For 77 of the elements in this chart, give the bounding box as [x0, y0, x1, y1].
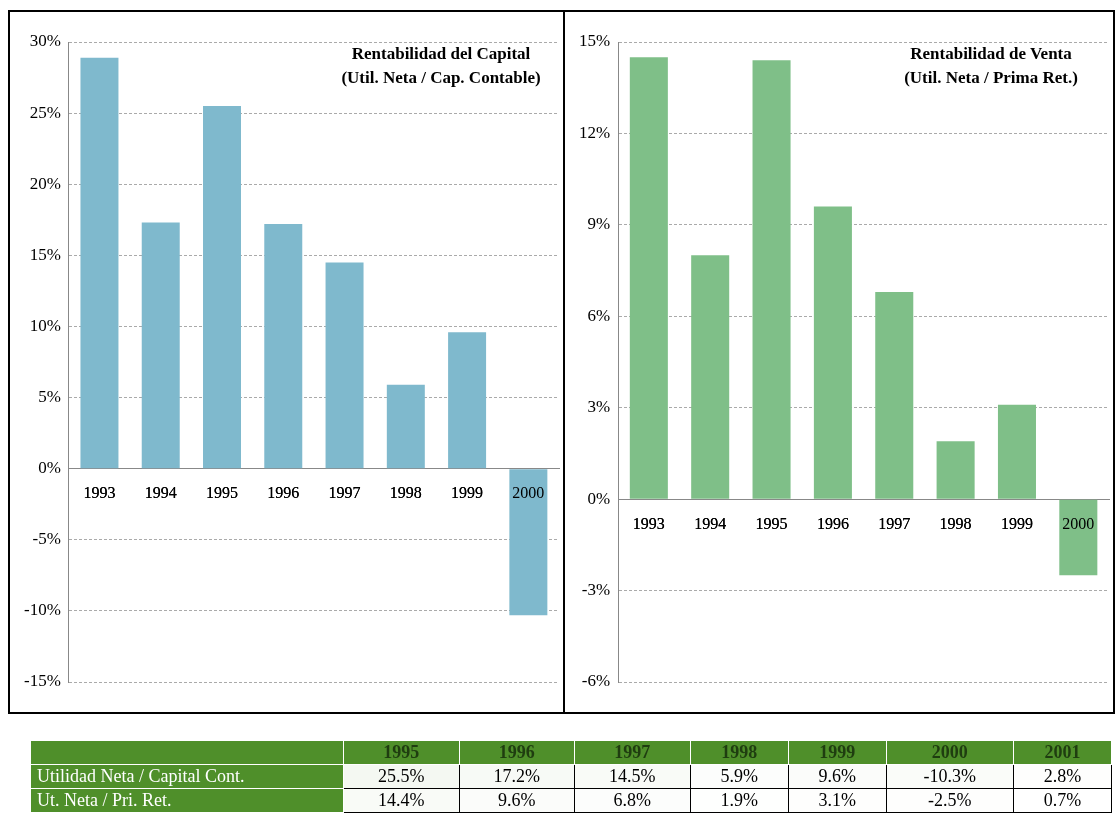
bar — [997, 404, 1036, 499]
data-label: -10.3% — [886, 764, 1014, 789]
y-tick-label: 6% — [587, 305, 611, 325]
y-tick-label: 0% — [38, 458, 61, 478]
y-tick-label: 0% — [587, 488, 611, 508]
x-tick-label: 1998 — [389, 484, 422, 502]
x-tick-label: 1998 — [939, 514, 972, 532]
x-tick-label: 1997 — [328, 484, 361, 502]
x-tick-label: 1997 — [878, 514, 911, 532]
data-label: 0.7% — [1013, 788, 1112, 813]
x-tick-label: 1995 — [755, 514, 788, 532]
y-tick-label: Ut. Neta / Pri. Ret. — [30, 788, 344, 813]
chart-title: Rentabilidad del Capital — [351, 43, 531, 63]
bar — [813, 206, 852, 499]
bar — [509, 469, 548, 616]
bar — [936, 441, 975, 499]
bar — [448, 332, 487, 469]
bar — [80, 57, 119, 469]
y-tick-label: 25% — [29, 102, 61, 122]
x-tick-label: 1994 — [694, 514, 727, 532]
data-label: 25.5% — [343, 764, 460, 789]
bar — [141, 222, 180, 469]
x-tick-label: 2001 — [1013, 740, 1112, 765]
y-tick-label: 12% — [578, 122, 611, 142]
text: (Util. Neta / Prima Ret.) — [904, 67, 1078, 87]
y-tick-label: -5% — [32, 529, 61, 549]
y-tick-label: -10% — [23, 600, 61, 620]
x-tick-label: 1993 — [83, 484, 116, 502]
data-label: 14.5% — [574, 764, 691, 789]
bar — [691, 255, 730, 499]
y-tick-label: 3% — [587, 397, 611, 417]
x-tick-label: 1996 — [459, 740, 575, 765]
x-tick-label: 1999 — [451, 484, 484, 502]
y-tick-label: -3% — [581, 580, 611, 600]
bar — [1059, 499, 1098, 576]
x-tick-label: 1996 — [267, 484, 300, 502]
bar — [325, 262, 364, 469]
x-tick-label: 1999 — [788, 740, 887, 765]
chart-title: Rentabilidad de Venta — [910, 43, 1073, 63]
y-tick-label: 15% — [29, 244, 61, 264]
y-tick-label: -15% — [23, 671, 61, 691]
text: (Util. Neta / Cap. Contable) — [341, 67, 541, 87]
y-tick-label: 20% — [29, 173, 61, 193]
x-tick-label: 1998 — [690, 740, 789, 765]
y-tick-label: -6% — [581, 671, 611, 691]
x-tick-label: 1999 — [1000, 514, 1033, 532]
bar — [203, 106, 241, 469]
bar — [752, 60, 791, 499]
data-label: 1.9% — [690, 788, 789, 813]
x-tick-label: 1997 — [574, 740, 691, 765]
data-label: 6.8% — [574, 788, 691, 813]
data-label: 5.9% — [690, 764, 789, 789]
x-tick-label: 2000 — [886, 740, 1014, 765]
bar — [875, 291, 914, 499]
x-tick-label: 1995 — [343, 740, 460, 765]
x-tick-label: 2000 — [1062, 514, 1095, 532]
y-tick-label: 9% — [587, 214, 611, 234]
data-label: 9.6% — [459, 788, 575, 813]
bar — [264, 224, 303, 469]
x-tick-label: 1994 — [144, 484, 177, 502]
x-tick-label: 1996 — [816, 514, 849, 532]
y-tick-label: 5% — [38, 387, 61, 407]
y-tick-label: Utilidad Neta / Capital Cont. — [30, 764, 344, 789]
data-label: 9.6% — [788, 764, 887, 789]
y-tick-label: 15% — [578, 31, 611, 51]
data-label: 17.2% — [459, 764, 575, 789]
x-tick-label: 2000 — [512, 484, 545, 502]
y-tick-label: 30% — [29, 31, 61, 51]
x-tick-label: 1995 — [206, 484, 238, 502]
data-label: -2.5% — [886, 788, 1014, 813]
bar — [386, 384, 425, 469]
bar — [629, 57, 668, 499]
data-label: 2.8% — [1013, 764, 1112, 789]
x-tick-label: 1993 — [632, 514, 665, 532]
y-tick-label: 10% — [29, 315, 61, 335]
data-label: 3.1% — [788, 788, 887, 813]
data-label: 14.4% — [343, 788, 460, 813]
